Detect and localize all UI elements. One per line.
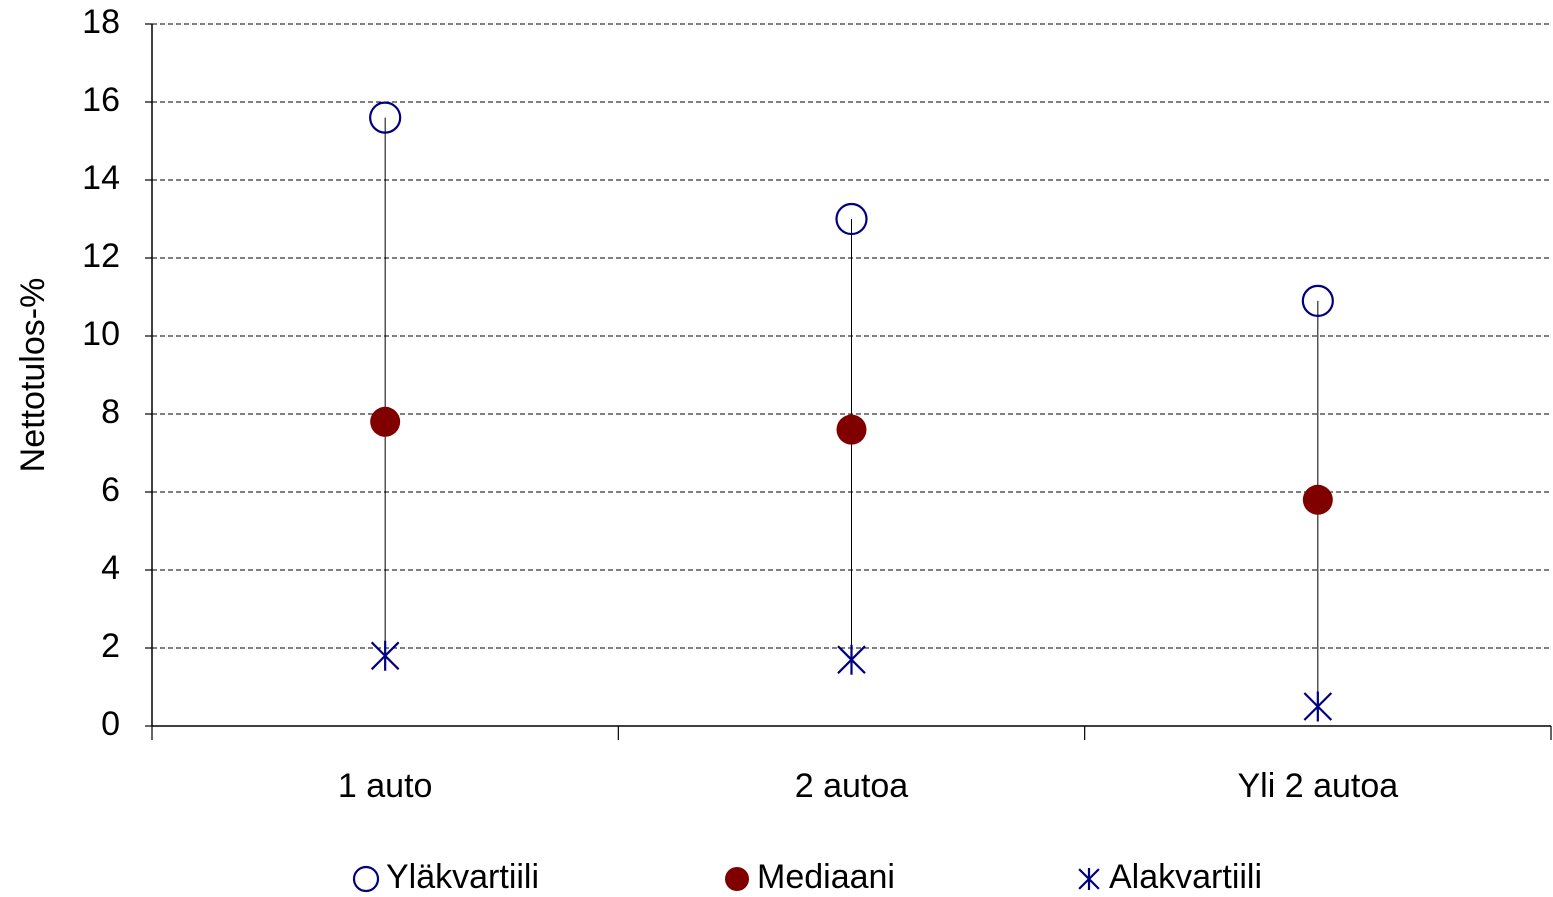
- y-tick-label: 8: [101, 393, 120, 431]
- marker-stroke: [370, 640, 400, 671]
- y-tick-label: 0: [101, 705, 120, 743]
- marker: [1302, 484, 1333, 515]
- marker: [1303, 691, 1333, 722]
- legend-marker: [1078, 868, 1100, 890]
- y-tick-label: 4: [101, 549, 120, 587]
- y-axis-label: Nettotulos-%: [14, 278, 52, 473]
- marker-stroke: [1303, 691, 1333, 722]
- y-tick-label: 6: [101, 471, 120, 509]
- marker: [835, 202, 868, 236]
- y-tick-label: 14: [82, 159, 120, 197]
- marker: [369, 101, 402, 134]
- marker-stroke: [1078, 868, 1100, 890]
- legend-label: Mediaani: [757, 858, 895, 896]
- x-tick-label: Yli 2 autoa: [1237, 767, 1398, 805]
- y-tick-label: 2: [101, 627, 120, 665]
- marker: [370, 406, 401, 437]
- legend-marker: [352, 865, 380, 893]
- legend-label: Yläkvartiili: [386, 858, 539, 896]
- y-tick-label: 10: [82, 315, 120, 353]
- marker: [836, 414, 867, 445]
- marker-stroke: [837, 644, 866, 675]
- marker: [837, 644, 866, 675]
- y-tick-label: 16: [82, 81, 120, 119]
- marker: [1301, 284, 1334, 317]
- marker: [370, 640, 400, 671]
- x-tick-label: 2 autoa: [795, 767, 909, 805]
- legend-marker: [725, 867, 749, 891]
- y-tick-label: 12: [82, 237, 120, 275]
- y-tick-label: 18: [82, 3, 120, 41]
- legend-label: Alakvartiili: [1109, 858, 1262, 896]
- x-tick-label: 1 auto: [338, 767, 433, 805]
